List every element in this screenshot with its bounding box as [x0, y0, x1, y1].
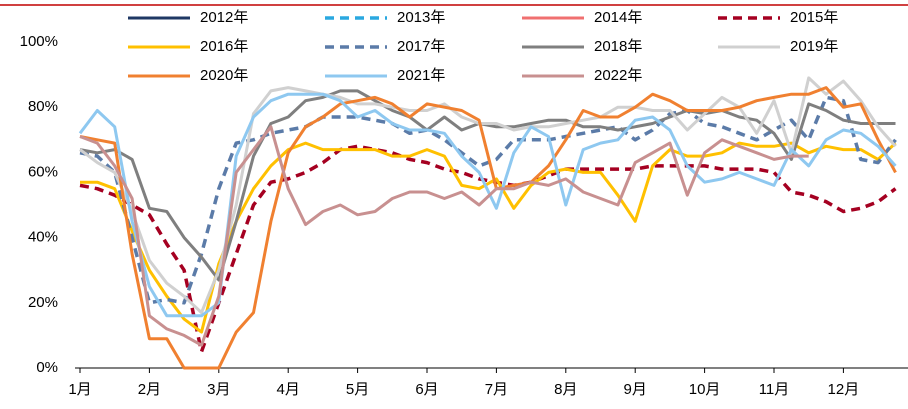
- legend-label: 2014年: [594, 9, 642, 26]
- legend-label: 2019年: [790, 38, 838, 55]
- x-tick-label: 12月: [828, 381, 860, 398]
- series-line: [79, 125, 809, 347]
- y-tick-label: 60%: [28, 163, 58, 180]
- legend-label: 2016年: [200, 38, 248, 55]
- legend-label: 2021年: [397, 67, 445, 84]
- x-tick-label: 5月: [346, 381, 369, 398]
- y-tick-label: 100%: [20, 33, 58, 50]
- series-line: [79, 144, 897, 354]
- x-tick-label: 4月: [277, 381, 300, 398]
- series-line: [79, 95, 897, 305]
- y-tick-label: 0%: [36, 359, 58, 376]
- x-tick-label: 7月: [485, 381, 508, 398]
- series-line: [80, 141, 897, 334]
- x-tick-label: 2月: [138, 381, 161, 398]
- legend-label: 2013年: [397, 9, 445, 26]
- y-tick-label: 20%: [28, 294, 58, 311]
- legend-label: 2015年: [790, 9, 838, 26]
- x-tick-label: 1月: [68, 381, 91, 398]
- legend-label: 2020年: [200, 67, 248, 84]
- series-line: [79, 76, 897, 315]
- series-line: [78, 92, 897, 318]
- x-tick-label: 9月: [624, 381, 647, 398]
- legend-label: 2018年: [594, 38, 642, 55]
- legend-label: 2017年: [397, 38, 445, 55]
- x-tick-label: 3月: [207, 381, 230, 398]
- y-tick-label: 80%: [28, 98, 58, 115]
- legend-label: 2012年: [200, 9, 248, 26]
- legend-label: 2022年: [594, 67, 642, 84]
- x-tick-label: 10月: [689, 381, 721, 398]
- x-tick-label: 8月: [554, 381, 577, 398]
- series-line: [79, 86, 897, 370]
- y-tick-label: 40%: [28, 229, 58, 246]
- x-tick-label: 6月: [415, 381, 438, 398]
- x-tick-label: 11月: [759, 381, 790, 398]
